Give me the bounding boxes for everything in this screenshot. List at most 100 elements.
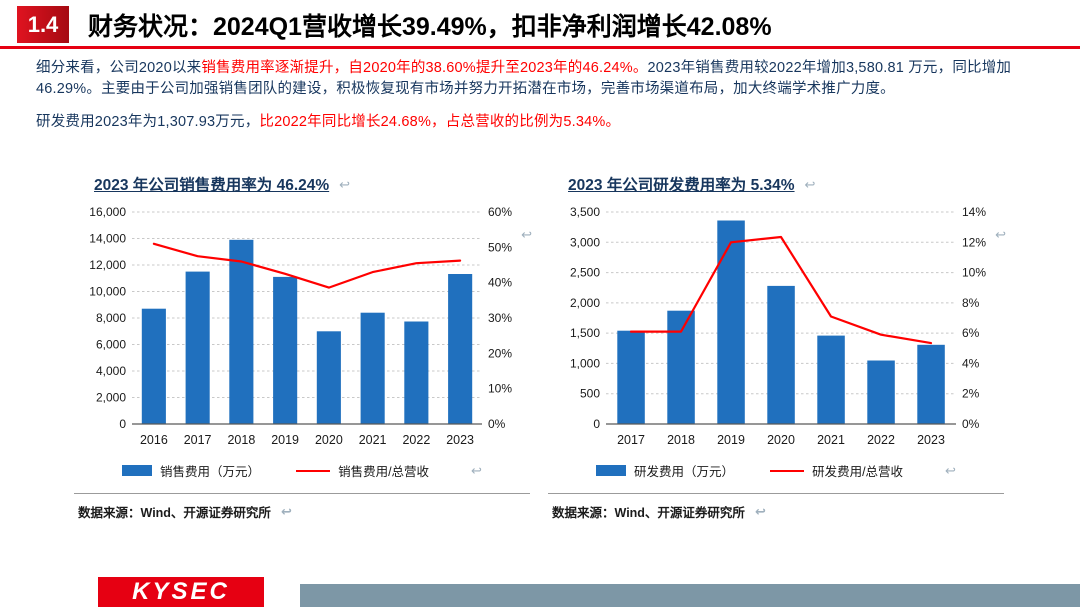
legend-item-line: 销售费用/总营收	[296, 461, 429, 480]
svg-text:3,500: 3,500	[570, 205, 600, 219]
rd-expense-chart: 0 500 1,000 1,500 2,000 2,500 3,000 3,500 0% 2% 4…	[548, 200, 1006, 461]
x-axis-labels: 2016 2017 2018 2019 2020 2021 2022 2023	[140, 433, 474, 447]
svg-text:1,000: 1,000	[570, 356, 600, 370]
line-legend-swatch	[770, 469, 805, 472]
bar-legend-swatch	[122, 465, 153, 476]
line-legend-swatch	[296, 469, 331, 472]
svg-text:4,000: 4,000	[96, 364, 126, 378]
line-legend-label: 研发费用/总营收	[812, 465, 904, 479]
svg-text:2,000: 2,000	[570, 296, 600, 310]
text-segment-red: 销售费用率逐渐提升，自2020年的38.60%提升至2023年的46.24%。	[201, 60, 648, 76]
return-mark-icon: ↩	[945, 463, 956, 478]
svg-text:6%: 6%	[962, 326, 980, 340]
svg-text:0: 0	[593, 417, 600, 431]
rd-chart-legend: 研发费用（万元） 研发费用/总营收 ↩	[548, 461, 1004, 480]
svg-text:2%: 2%	[962, 387, 980, 401]
data-source: 数据来源：Wind、开源证券研究所 ↩	[548, 493, 1004, 521]
line-legend-label: 销售费用/总营收	[338, 465, 430, 479]
return-mark-icon: ↩	[804, 176, 816, 192]
svg-text:2023: 2023	[446, 433, 474, 447]
svg-text:2020: 2020	[767, 433, 795, 447]
chart-title-row: 2023 年公司研发费用率为 5.34% ↩	[548, 172, 1004, 196]
chart-title-row: 2023 年公司销售费用率为 46.24% ↩	[74, 172, 530, 196]
svg-text:2022: 2022	[867, 433, 895, 447]
svg-text:8,000: 8,000	[96, 311, 126, 325]
svg-text:2021: 2021	[359, 433, 387, 447]
right-axis-labels: 0% 10% 20% 30% 40% 50% 60%	[488, 205, 512, 431]
return-mark-icon: ↩	[995, 227, 1006, 242]
svg-text:2,000: 2,000	[96, 391, 126, 405]
bars	[141, 239, 473, 425]
trend-line	[152, 242, 462, 289]
return-mark-icon: ↩	[471, 463, 482, 478]
chart-svg: 0 2,000 4,000 6,000 8,000 10,000 12,000 14,000 1…	[89, 205, 512, 447]
data-source: 数据来源：Wind、开源证券研究所 ↩	[74, 493, 530, 521]
svg-text:2,500: 2,500	[570, 266, 600, 280]
trend-line	[629, 235, 933, 345]
paragraph-sales-expense: 细分来看，公司2020以来销售费用率逐渐提升，自2020年的38.60%提升至2…	[36, 58, 1050, 100]
rd-chart-title: 2023 年公司研发费用率为 5.34%	[568, 177, 795, 194]
svg-text:10%: 10%	[488, 382, 512, 396]
gridlines	[132, 211, 482, 425]
svg-text:2020: 2020	[315, 433, 343, 447]
svg-text:40%: 40%	[488, 276, 512, 290]
svg-text:10,000: 10,000	[89, 285, 126, 299]
svg-text:2019: 2019	[717, 433, 745, 447]
sales-chart-title: 2023 年公司销售费用率为 46.24%	[94, 177, 330, 194]
svg-text:500: 500	[580, 387, 600, 401]
data-source-label: 数据来源：Wind、开源证券研究所	[78, 506, 271, 520]
svg-text:12%: 12%	[962, 235, 986, 249]
bar-legend-swatch	[596, 465, 627, 476]
svg-text:14,000: 14,000	[89, 232, 126, 246]
section-number-badge: 1.4	[17, 6, 69, 43]
chart-svg: 0 500 1,000 1,500 2,000 2,500 3,000 3,500 0% 2% 4…	[570, 205, 986, 447]
bar-legend-label: 研发费用（万元）	[634, 465, 735, 479]
svg-text:20%: 20%	[488, 346, 512, 360]
text-segment-red: 比2022年同比增长24.68%，占总营收的比例为5.34%。	[259, 114, 621, 130]
svg-text:50%: 50%	[488, 240, 512, 254]
sales-chart-legend: 销售费用（万元） 销售费用/总营收 ↩	[74, 461, 530, 480]
svg-text:1,500: 1,500	[570, 326, 600, 340]
svg-text:30%: 30%	[488, 311, 512, 325]
svg-text:2022: 2022	[402, 433, 430, 447]
svg-text:4%: 4%	[962, 356, 980, 370]
body-paragraphs: 细分来看，公司2020以来销售费用率逐渐提升，自2020年的38.60%提升至2…	[36, 58, 1050, 145]
return-mark-icon: ↩	[339, 176, 351, 192]
kysec-logo: KYSEC	[98, 577, 264, 607]
rd-expense-chart-panel: 2023 年公司研发费用率为 5.34% ↩ 0 500 1,000 1,500 2,0…	[548, 172, 1006, 521]
svg-text:14%: 14%	[962, 205, 986, 219]
right-axis-labels: 0% 2% 4% 6% 8% 10% 12% 14%	[962, 205, 986, 431]
svg-text:8%: 8%	[962, 296, 980, 310]
bar-legend-label: 销售费用（万元）	[160, 465, 261, 479]
sales-expense-chart: 0 2,000 4,000 6,000 8,000 10,000 12,000 14,000 1…	[74, 200, 532, 461]
svg-text:12,000: 12,000	[89, 258, 126, 272]
svg-text:2023: 2023	[917, 433, 945, 447]
svg-text:2017: 2017	[617, 433, 645, 447]
svg-text:2018: 2018	[227, 433, 255, 447]
return-mark-icon: ↩	[754, 504, 766, 519]
legend-item-bar: 销售费用（万元）	[122, 461, 260, 480]
paragraph-rd-expense: 研发费用2023年为1,307.93万元，比2022年同比增长24.68%，占总…	[36, 112, 1050, 133]
footer-accent-bar	[300, 584, 1080, 607]
left-axis-labels: 0 2,000 4,000 6,000 8,000 10,000 12,000 14,000 1…	[89, 205, 126, 431]
svg-text:0%: 0%	[488, 417, 506, 431]
svg-text:3,000: 3,000	[570, 235, 600, 249]
sales-expense-chart-panel: 2023 年公司销售费用率为 46.24% ↩ 0 2,000 4,000 6,000…	[74, 172, 532, 521]
legend-item-line: 研发费用/总营收	[770, 461, 903, 480]
svg-text:0: 0	[119, 417, 126, 431]
svg-text:60%: 60%	[488, 205, 512, 219]
data-source-label: 数据来源：Wind、开源证券研究所	[552, 506, 745, 520]
text-segment-navy: 细分来看，公司2020以来	[36, 60, 202, 76]
legend-item-bar: 研发费用（万元）	[596, 461, 734, 480]
svg-text:2016: 2016	[140, 433, 168, 447]
return-mark-icon: ↩	[280, 504, 292, 519]
svg-text:6,000: 6,000	[96, 338, 126, 352]
svg-text:2019: 2019	[271, 433, 299, 447]
text-segment-navy: 研发费用2023年为1,307.93万元，	[36, 114, 260, 130]
left-axis-labels: 0 500 1,000 1,500 2,000 2,500 3,000 3,500	[570, 205, 600, 431]
svg-text:2021: 2021	[817, 433, 845, 447]
text-segment-navy: 2023年销售费用较2022年增加3,580.81 万元，同比增加46.29%。…	[36, 60, 1012, 97]
svg-text:2018: 2018	[667, 433, 695, 447]
svg-text:16,000: 16,000	[89, 205, 126, 219]
